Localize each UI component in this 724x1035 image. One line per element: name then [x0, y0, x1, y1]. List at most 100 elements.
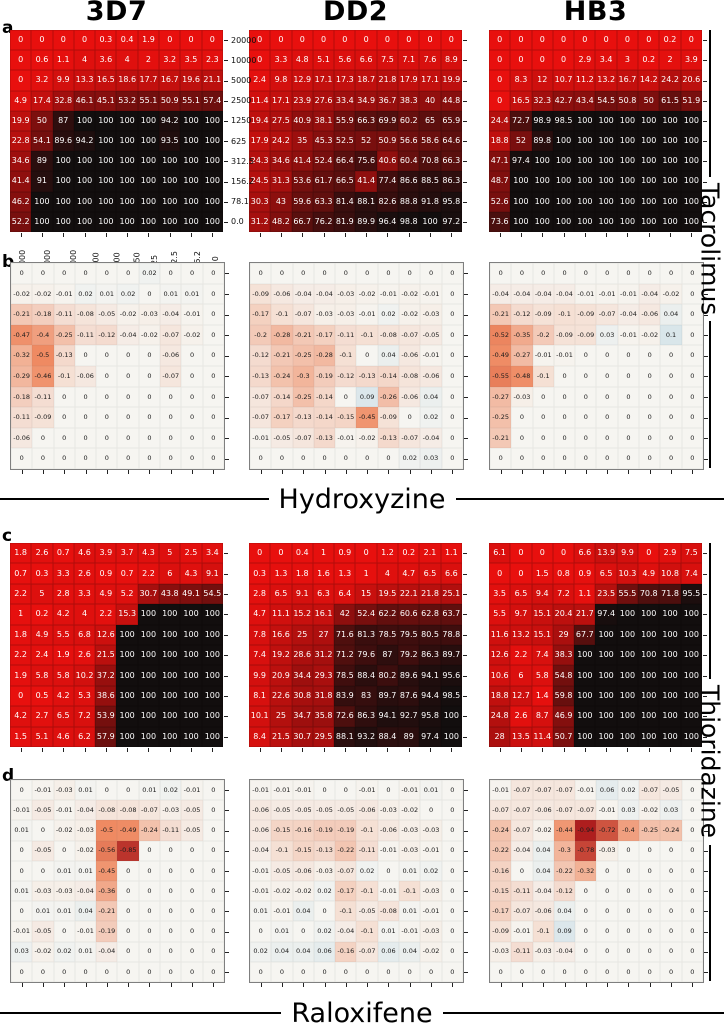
heatmap-cell: 100	[52, 171, 74, 192]
x-axis-tick	[563, 233, 565, 237]
heatmap-cell: 1.6	[312, 563, 335, 584]
heatmap-cell: 0.7	[10, 563, 32, 584]
heatmap-cell: 100	[201, 685, 223, 707]
heatmap-cell: 16.6	[270, 624, 292, 645]
heatmap-cell: -0.07	[575, 800, 597, 821]
drug-name: Tacrolimus	[695, 182, 724, 316]
heatmap-cell: -0.01	[181, 304, 203, 325]
heatmap-cell: 0	[420, 263, 442, 284]
heatmap-cell: 0.01	[399, 860, 421, 881]
y-axis-tick	[703, 120, 707, 122]
y-axis-tick	[704, 396, 708, 398]
heatmap-cell: 0	[73, 30, 96, 51]
heatmap-cell: 0	[160, 881, 182, 902]
heatmap-cell: 7.8	[249, 624, 271, 645]
heatmap-cell: -0.25	[292, 345, 314, 366]
heatmap-cell: -0.09	[532, 304, 554, 325]
heatmap-cell: 0	[160, 860, 182, 881]
heatmap-cell: 7.5	[376, 50, 399, 71]
heatmap-cell: -0.28	[313, 345, 336, 366]
heatmap-cell: 94.1	[419, 665, 441, 686]
heatmap-cell: 0	[11, 901, 33, 922]
heatmap-cell: -0.09	[32, 407, 54, 428]
heatmap-cell: -0.06	[377, 820, 400, 841]
heatmap-cell: -0.02	[138, 324, 161, 346]
heatmap-cell: 4	[73, 50, 96, 71]
heatmap-cell: 0	[639, 921, 661, 942]
heatmap-cell: 24.2	[270, 131, 292, 152]
heatmap-cell: -0.02	[32, 941, 54, 962]
heatmap-cell: -0.05	[96, 304, 118, 325]
heatmap-cell: 0.4	[116, 30, 138, 51]
heatmap-cell: 19.2	[270, 644, 292, 666]
heatmap-cell: 0	[138, 901, 161, 922]
heatmap-cell: 100	[137, 131, 160, 152]
x-axis-tick	[431, 470, 433, 474]
heatmap-cell: 0	[575, 448, 597, 469]
y-axis-tick	[224, 60, 228, 62]
strain-title-3d7: 3D7	[85, 0, 148, 27]
heatmap-cell: 67.7	[574, 624, 596, 645]
heatmap-cell: 0	[117, 860, 139, 881]
heatmap-cell: -0.22	[490, 840, 512, 861]
heatmap-cell: -0.02	[74, 840, 97, 861]
heatmap-cell: 100	[574, 151, 596, 172]
heatmap-cell: 89.8	[531, 131, 553, 152]
x-axis-tick	[451, 233, 453, 237]
heatmap-cell: 100	[137, 151, 160, 172]
y-axis-tick	[225, 314, 229, 316]
x-axis-tick	[149, 983, 151, 987]
heatmap-cell: 94.2	[73, 131, 96, 152]
y-axis-tick	[463, 655, 467, 657]
heatmap-cell: 0	[271, 961, 293, 982]
heatmap-cell: -0.1	[356, 820, 378, 841]
heatmap-cell: 100	[180, 624, 202, 645]
heatmap-cell: 0	[10, 685, 32, 707]
heatmap-cell: 91.8	[419, 191, 441, 212]
heatmap-cell: -0.35	[511, 324, 533, 346]
heatmap-cell: -0.26	[377, 386, 400, 408]
heatmap-cell: 17.9	[398, 70, 420, 91]
y-axis-tick	[464, 790, 468, 792]
heatmap-cell: 66.3	[355, 110, 377, 131]
x-axis-tick	[542, 233, 544, 237]
heatmap-cell: 81.9	[334, 211, 356, 232]
heatmap-cell: 2.2	[510, 644, 532, 666]
x-axis-tick	[628, 983, 630, 987]
heatmap-cell: -0.19	[313, 366, 336, 387]
heatmap-cell: 1.9	[137, 30, 160, 51]
heatmap-cell: 22.1	[398, 583, 420, 605]
y-axis-tick	[224, 675, 228, 677]
heatmap-cell: 0	[681, 324, 703, 346]
y-axis-tick	[225, 850, 229, 852]
y-axis-tick	[224, 594, 228, 595]
heatmap-cell: 16.5	[95, 70, 117, 91]
heatmap-cell: 30.3	[249, 191, 271, 212]
heatmap-cell: 0	[11, 780, 33, 801]
heatmap-cell: -0.16	[292, 820, 314, 841]
heatmap-cell: 0	[11, 263, 33, 284]
heatmap-cell: 0	[660, 840, 682, 861]
heatmap-cell: 0	[32, 427, 54, 449]
x-axis-tick	[499, 748, 501, 752]
heatmap-cell: 0	[638, 30, 660, 51]
heatmap-cell: 0	[617, 961, 640, 982]
heatmap-cell: 0	[681, 941, 703, 962]
heatmap-cell: 0	[639, 448, 661, 469]
heatmap-cell: 52.2	[10, 211, 32, 232]
heatmap-cell: -0.01	[399, 780, 421, 801]
heatmap-cell: 6.6	[574, 543, 596, 564]
heatmap-cell: 0	[117, 881, 139, 902]
heatmap-cell: 0	[596, 386, 618, 408]
heatmap-cell: -0.04	[532, 283, 554, 305]
heatmap-cell: 86.6	[398, 171, 420, 192]
y-axis-tick	[225, 355, 229, 357]
heatmap-cell: 100	[31, 191, 53, 212]
heatmap-cell: 13.5	[510, 726, 532, 747]
y-axis-tick	[703, 100, 707, 102]
y-tick-label: 312.5	[231, 156, 254, 166]
heatmap-cell: 7.2	[552, 583, 575, 605]
y-tick-label: 5000	[231, 76, 252, 85]
x-axis-tick	[191, 233, 193, 237]
heatmap-cell: -0.09	[490, 921, 512, 942]
